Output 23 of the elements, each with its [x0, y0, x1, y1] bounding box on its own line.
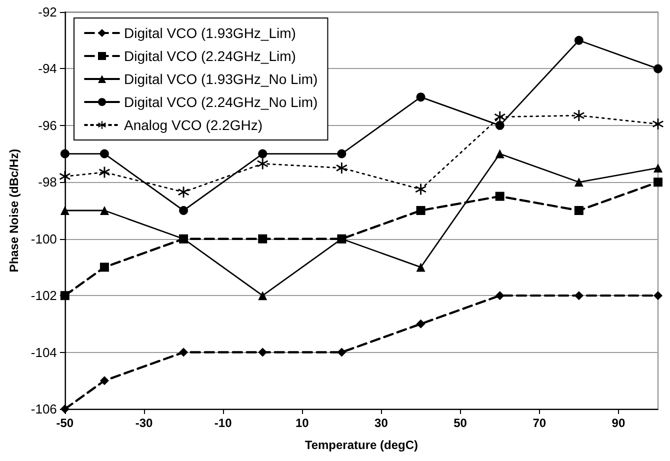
legend-label: Digital VCO (1.93GHz_No Lim) [124, 71, 318, 87]
legend-label: Digital VCO (1.93GHz_Lim) [124, 25, 296, 41]
legend-label: Analog VCO (2.2GHz) [124, 117, 262, 133]
y-tick-label: -96 [38, 118, 57, 133]
y-tick-label: -100 [30, 231, 57, 246]
legend-label: Digital VCO (2.24GHz_No Lim) [124, 94, 318, 110]
x-tick-label: 70 [532, 416, 546, 430]
x-tick-label: 50 [454, 416, 468, 430]
x-axis-title: Temperature (degC) [304, 438, 418, 452]
y-axis-title: Phase Noise (dBc/Hz) [7, 148, 21, 272]
y-tick-label: -94 [38, 61, 57, 76]
y-tick-label: -104 [30, 344, 57, 360]
y-tick-label: -102 [30, 288, 57, 304]
x-tick-label: 90 [612, 416, 626, 430]
y-tick-label: -98 [38, 174, 57, 190]
legend-label: Digital VCO (2.24GHz_Lim) [124, 48, 296, 64]
x-tick-label: 30 [374, 416, 388, 430]
x-tick-label: -10 [214, 416, 232, 430]
y-tick-label: -106 [30, 402, 57, 416]
x-tick-label: -30 [135, 416, 153, 430]
y-tick-label: -92 [38, 4, 57, 20]
x-tick-label: -50 [56, 416, 74, 430]
x-tick-label: 10 [295, 416, 310, 430]
